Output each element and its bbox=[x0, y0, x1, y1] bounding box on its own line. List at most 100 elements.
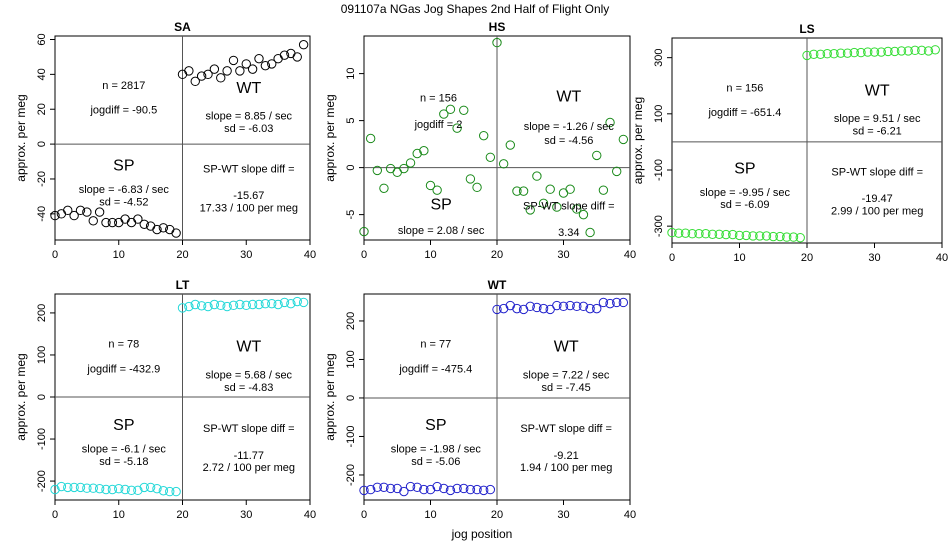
x-tick-label: 20 bbox=[801, 252, 813, 264]
data-point bbox=[216, 73, 226, 83]
data-point bbox=[254, 299, 264, 310]
data-point bbox=[359, 485, 369, 496]
panel-hs: HS 0 10 20 30 40 -5 0 5 10 approx. per meg n = 156 j… bbox=[323, 20, 636, 261]
data-point bbox=[372, 165, 382, 176]
y-tick-label: 0 bbox=[36, 394, 48, 400]
data-point bbox=[439, 109, 449, 119]
annotation-per-meg: 2.72 / 100 per meg bbox=[203, 462, 295, 474]
data-point bbox=[139, 482, 149, 493]
data-point bbox=[126, 217, 137, 228]
data-point bbox=[286, 298, 296, 309]
data-point bbox=[184, 301, 194, 312]
data-point bbox=[883, 46, 893, 57]
data-point bbox=[216, 300, 226, 311]
annotation-jogdiff: jogdiff = -651.4 bbox=[707, 107, 781, 119]
x-tick-label: 10 bbox=[424, 249, 436, 261]
data-point bbox=[247, 299, 258, 310]
data-point bbox=[890, 46, 900, 57]
y-tick-label: 5 bbox=[345, 118, 357, 124]
data-point bbox=[177, 303, 188, 313]
y-tick-label: 40 bbox=[36, 68, 48, 80]
y-tick-label: 300 bbox=[653, 48, 665, 66]
data-point bbox=[605, 298, 615, 309]
data-point bbox=[741, 230, 751, 241]
data-point bbox=[585, 227, 595, 238]
x-tick-label: 0 bbox=[52, 249, 58, 261]
data-point bbox=[133, 214, 143, 224]
annotation-per-meg: 1.94 / 100 per meg bbox=[520, 462, 612, 474]
data-point bbox=[721, 229, 731, 240]
annotation-per-meg: 17.33 / 100 per meg bbox=[200, 202, 298, 214]
data-point bbox=[552, 300, 562, 311]
data-point bbox=[849, 47, 859, 58]
panel-title: LT bbox=[176, 278, 190, 292]
data-point bbox=[532, 171, 542, 181]
data-point bbox=[209, 299, 220, 310]
annotation-wt: WT bbox=[236, 80, 261, 97]
data-point bbox=[465, 484, 476, 495]
annotation-sp: SP bbox=[430, 196, 451, 213]
data-point bbox=[222, 301, 232, 312]
data-point bbox=[228, 55, 239, 66]
data-point bbox=[452, 483, 462, 494]
data-point bbox=[876, 47, 886, 57]
data-point bbox=[822, 49, 832, 59]
data-point bbox=[512, 186, 522, 196]
data-point bbox=[133, 485, 143, 496]
annotation-wt: WT bbox=[236, 339, 261, 356]
x-tick-label: 0 bbox=[361, 249, 367, 261]
x-tick-label: 10 bbox=[113, 509, 125, 521]
x-tick-label: 0 bbox=[52, 509, 58, 521]
annotation-wt-slope: slope = 9.51 / sec bbox=[834, 113, 921, 125]
annotation-wt-sd: sd = -4.83 bbox=[224, 382, 273, 394]
data-point bbox=[809, 49, 819, 59]
annotation-sp: SP bbox=[425, 417, 446, 434]
annotation-wt-slope: slope = -1.26 / sec bbox=[524, 121, 615, 133]
data-point bbox=[445, 485, 456, 496]
data-point bbox=[222, 66, 232, 76]
data-point bbox=[903, 46, 913, 56]
data-point bbox=[50, 210, 60, 221]
annotation-diff-value: -15.67 bbox=[233, 190, 264, 202]
data-point bbox=[292, 296, 302, 307]
annotation-sp-sd: sd = -6.09 bbox=[720, 199, 769, 211]
data-point bbox=[372, 482, 382, 492]
data-point bbox=[498, 159, 509, 169]
panel-ls: LS 0 10 20 30 40 -300 -100 100 300 approx. per meg… bbox=[631, 22, 948, 264]
annotation-sp-sd: sd = -5.18 bbox=[99, 456, 148, 468]
panel-title: SA bbox=[174, 20, 191, 34]
data-point bbox=[158, 486, 169, 496]
data-point bbox=[445, 104, 456, 115]
data-point bbox=[572, 301, 582, 312]
data-point bbox=[518, 186, 529, 196]
data-point bbox=[235, 299, 245, 310]
x-tick-label: 30 bbox=[557, 509, 569, 521]
data-point bbox=[930, 45, 940, 55]
data-point bbox=[439, 483, 449, 494]
data-point bbox=[505, 140, 515, 150]
data-point bbox=[241, 59, 251, 69]
annotation-sp-slope: slope = -6.83 / sec bbox=[79, 184, 170, 196]
y-tick-label: 20 bbox=[36, 103, 48, 115]
x-tick-label: 0 bbox=[361, 509, 367, 521]
data-point bbox=[94, 207, 105, 217]
data-point bbox=[707, 229, 718, 239]
x-tick-label: 10 bbox=[733, 252, 745, 264]
x-tick-label: 40 bbox=[936, 252, 948, 264]
annotation-wt-sd: sd = -6.21 bbox=[853, 125, 902, 137]
data-point bbox=[492, 304, 502, 315]
data-point bbox=[674, 228, 684, 238]
annotation-wt-sd: sd = -7.45 bbox=[542, 382, 591, 394]
data-point bbox=[203, 301, 213, 312]
y-tick-label: 0 bbox=[36, 141, 48, 147]
data-point bbox=[254, 53, 264, 64]
data-point bbox=[782, 232, 792, 242]
y-axis-label: approx. per meg bbox=[14, 353, 28, 440]
data-point bbox=[459, 483, 469, 494]
panel-title: WT bbox=[488, 278, 507, 292]
x-tick-label: 10 bbox=[424, 509, 436, 521]
data-point bbox=[235, 66, 245, 76]
data-point bbox=[761, 231, 772, 241]
data-point bbox=[425, 180, 436, 191]
annotation-sp-sd: sd = -4.52 bbox=[99, 196, 148, 208]
